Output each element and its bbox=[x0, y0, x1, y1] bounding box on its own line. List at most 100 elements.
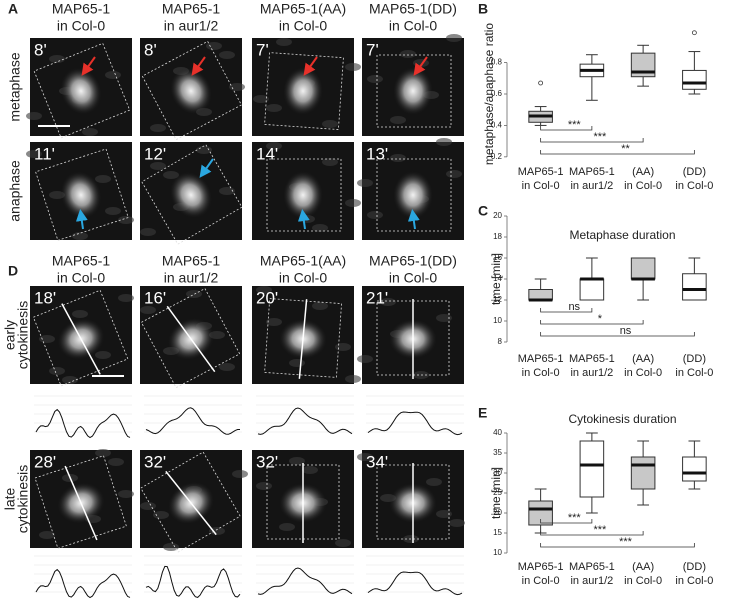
arrow bbox=[199, 158, 214, 178]
cell-outline bbox=[141, 144, 243, 245]
time-label: 8' bbox=[34, 40, 47, 59]
background-speckle bbox=[446, 34, 462, 42]
arrow bbox=[81, 56, 96, 76]
background-speckle bbox=[357, 179, 373, 187]
background-speckle bbox=[345, 63, 361, 71]
background-speckle bbox=[219, 187, 235, 195]
arrow bbox=[297, 209, 310, 230]
spindle-signal bbox=[60, 171, 102, 219]
significance-bracket bbox=[540, 543, 695, 548]
time-label: 16' bbox=[144, 288, 166, 307]
y-tick-label: 0.4 bbox=[491, 121, 503, 130]
background-speckle bbox=[367, 211, 383, 219]
cell-outline bbox=[264, 52, 344, 130]
significance-bracket bbox=[540, 126, 593, 131]
background-speckle bbox=[26, 112, 42, 120]
background-speckle bbox=[49, 367, 65, 375]
cell-outline bbox=[376, 158, 452, 232]
box bbox=[682, 273, 707, 301]
time-label: 32' bbox=[144, 452, 166, 471]
background-speckle bbox=[312, 302, 328, 310]
profile-line bbox=[165, 470, 217, 536]
background-speckle bbox=[26, 150, 42, 158]
background-speckle bbox=[118, 490, 134, 498]
y-tick-label: 0.8 bbox=[491, 58, 503, 67]
x-tick-label: MAP65-1 bbox=[518, 353, 564, 365]
significance-bracket bbox=[540, 150, 695, 155]
panel-label: E bbox=[478, 405, 487, 421]
background-speckle bbox=[62, 376, 78, 384]
row-label: late bbox=[2, 488, 18, 511]
background-speckle bbox=[322, 120, 338, 128]
significance-label: *** bbox=[568, 512, 582, 524]
y-axis-label: metaphase/anaphase ratio bbox=[482, 23, 496, 165]
background-speckle bbox=[449, 519, 465, 527]
significance-label: * bbox=[598, 313, 603, 325]
intensity-profile bbox=[35, 408, 131, 439]
background-speckle bbox=[219, 363, 235, 371]
spindle-signal bbox=[393, 171, 433, 219]
background-speckle bbox=[400, 50, 416, 58]
background-speckle bbox=[436, 314, 452, 322]
spindle-signal bbox=[282, 67, 324, 115]
profile-line bbox=[166, 305, 216, 373]
x-tick-label: (DD) bbox=[683, 353, 706, 365]
background-speckle bbox=[357, 453, 373, 461]
x-tick-label: MAP65-1 bbox=[569, 561, 615, 573]
row-label: anaphase bbox=[7, 160, 23, 222]
time-label: 18' bbox=[34, 288, 56, 307]
x-tick-label: in Col-0 bbox=[624, 367, 662, 379]
box bbox=[682, 456, 707, 482]
background-speckle bbox=[49, 55, 65, 63]
background-speckle bbox=[289, 359, 305, 367]
significance-bracket bbox=[540, 332, 695, 337]
time-label: 12' bbox=[144, 144, 166, 163]
time-label: 21' bbox=[366, 288, 388, 307]
background-speckle bbox=[390, 154, 406, 162]
time-label: 11' bbox=[34, 144, 55, 163]
x-tick-label: MAP65-1 bbox=[569, 166, 615, 178]
background-speckle bbox=[426, 478, 442, 486]
x-tick-label: in aur1/2 bbox=[570, 180, 613, 192]
background-speckle bbox=[140, 502, 156, 510]
profile-line bbox=[61, 303, 101, 375]
column-header: MAP65-1 bbox=[52, 1, 111, 17]
column-header: MAP65-1(DD) bbox=[369, 1, 457, 17]
box bbox=[579, 440, 605, 498]
background-speckle bbox=[82, 128, 98, 136]
background-speckle bbox=[118, 294, 134, 302]
arrow bbox=[303, 56, 318, 76]
x-tick-label: MAP65-1 bbox=[518, 561, 564, 573]
background-speckle bbox=[266, 104, 282, 112]
column-header: in aur1/2 bbox=[164, 270, 219, 286]
background-speckle bbox=[105, 207, 121, 215]
spindle-signal bbox=[393, 67, 433, 115]
background-speckle bbox=[256, 482, 272, 490]
y-tick-label: 30 bbox=[493, 468, 502, 477]
time-label: 13' bbox=[366, 144, 388, 163]
x-tick-label: in Col-0 bbox=[675, 575, 713, 587]
significance-label: *** bbox=[619, 536, 633, 548]
row-label: cytokinesis bbox=[15, 465, 31, 533]
x-tick-label: in Col-0 bbox=[522, 367, 560, 379]
background-speckle bbox=[335, 539, 351, 547]
y-tick-label: 0.2 bbox=[491, 152, 503, 161]
time-label: 32' bbox=[256, 452, 278, 471]
cell-outline bbox=[140, 288, 241, 389]
y-tick-label: 12 bbox=[493, 295, 502, 304]
background-speckle bbox=[253, 95, 269, 103]
outlier bbox=[538, 80, 544, 86]
intensity-profile bbox=[35, 568, 131, 599]
y-tick-label: 18 bbox=[493, 232, 502, 241]
intensity-profile bbox=[145, 407, 240, 435]
arrow bbox=[75, 209, 88, 230]
y-tick-label: 16 bbox=[493, 253, 502, 262]
column-header: MAP65-1(AA) bbox=[260, 253, 346, 269]
background-speckle bbox=[150, 162, 166, 170]
chart-title: Cytokinesis duration bbox=[568, 412, 676, 426]
column-header: MAP65-1(DD) bbox=[369, 253, 457, 269]
column-header: MAP65-1(AA) bbox=[260, 1, 346, 17]
background-speckle bbox=[357, 355, 373, 363]
x-tick-label: in Col-0 bbox=[675, 367, 713, 379]
background-speckle bbox=[367, 75, 383, 83]
